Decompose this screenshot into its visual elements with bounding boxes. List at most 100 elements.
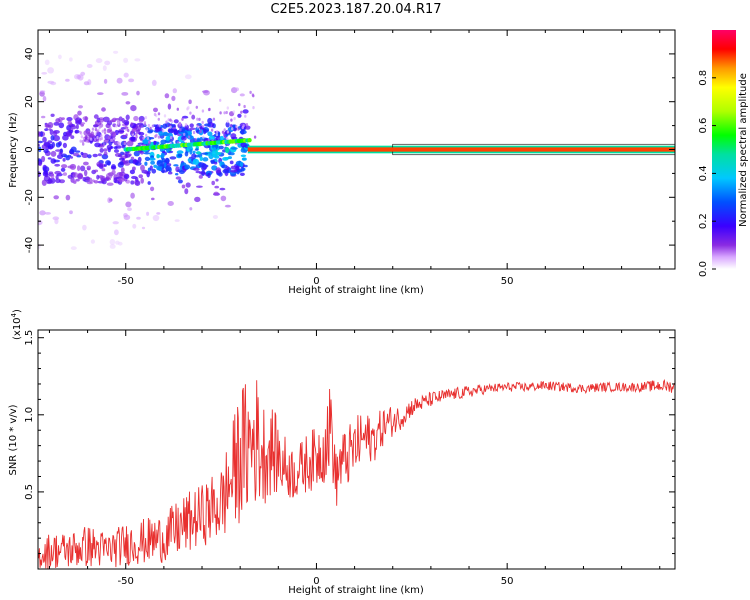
spectrogram-cell — [160, 152, 165, 159]
spectrogram-cell — [157, 135, 161, 139]
spectrogram-cell — [202, 124, 205, 128]
spectrogram-cell — [42, 166, 50, 173]
spectrogram-cell — [216, 130, 219, 134]
snr-y-multiplier-exp: 4 — [10, 312, 18, 317]
spectrogram-cell — [123, 57, 129, 63]
spectrogram-cell — [233, 117, 236, 121]
colorbar-gradient — [712, 30, 736, 269]
snr-y-multiplier-close: ) — [12, 309, 23, 313]
spectrogram-cell — [146, 211, 150, 216]
spectrogram-cell — [192, 150, 196, 154]
spectrogram-cell — [112, 133, 115, 137]
spectrogram-cell — [144, 116, 148, 120]
spectrogram-cell — [80, 165, 86, 172]
spectrogram-cell — [55, 149, 62, 152]
spectrogram-cell — [132, 158, 137, 164]
spectrogram-cell — [107, 136, 111, 140]
spectrogram-cell — [208, 107, 211, 111]
colorbar-tick-label: 0.2 — [698, 213, 709, 229]
spectrogram-cell — [249, 90, 252, 94]
spectrogram-cell — [146, 136, 150, 140]
spectrogram-cell — [215, 167, 222, 174]
spectrogram-cell — [39, 210, 46, 216]
spectrogram-cell — [181, 136, 187, 141]
spectrogram-cell — [61, 117, 65, 120]
spectrogram-cell — [70, 146, 77, 153]
spectrogram-cell — [137, 156, 142, 163]
spectrogram-cell — [103, 78, 108, 84]
spectrogram-cell — [184, 74, 192, 80]
spectrogram-cell — [44, 128, 49, 132]
spectrogram-cell — [133, 115, 139, 122]
spectrogram-cell — [165, 136, 171, 141]
spectrogram-cell — [223, 128, 226, 132]
snr-x-tick-label: -50 — [118, 576, 134, 587]
spectrogram-cell — [240, 148, 246, 153]
spectrogram-cell — [136, 216, 141, 220]
spectrogram-cell — [82, 142, 85, 146]
spectrogram-cell — [204, 123, 211, 127]
snr-frame — [37, 329, 676, 570]
spectrogram-cell — [44, 212, 51, 215]
spectrogram-cell — [189, 123, 194, 128]
spectrogram-cell — [215, 178, 219, 182]
spectrogram-cell — [221, 130, 225, 134]
spectrogram-cell — [41, 115, 46, 119]
spectrogram-cell — [204, 129, 209, 132]
spectrogram-cell — [145, 133, 148, 137]
spectrogram-cell — [223, 111, 226, 115]
snr-panel: -50 0 50 0.5 1.0 1.5 Height of straight line … — [8, 309, 676, 596]
spectrogram-cell — [151, 168, 157, 174]
spectrogram-cell — [96, 174, 100, 180]
spectrogram-y-tick-label: 20 — [24, 95, 35, 108]
spectrogram-cell — [70, 135, 75, 140]
spectrogram-cell — [131, 128, 134, 132]
spectrogram-cell — [202, 135, 205, 139]
spectrogram-cell — [65, 78, 70, 82]
spectrogram-cell — [51, 141, 55, 148]
spectrogram-cell — [125, 101, 131, 105]
spectrogram-cell — [79, 130, 82, 134]
spectrogram-cell — [128, 78, 135, 83]
spectrogram-cell — [84, 116, 88, 123]
spectrogram-cell — [181, 117, 184, 121]
spectrogram-cell — [104, 177, 111, 181]
spectrogram-cell — [38, 160, 43, 167]
spectrogram-cell — [239, 93, 245, 97]
spectrogram-cell — [66, 117, 73, 122]
spectrogram-cell — [116, 172, 123, 178]
spectrogram-cell — [144, 161, 148, 166]
spectrogram-cell — [53, 195, 59, 200]
page-title: C2E5.2023.187.20.04.R17 — [270, 2, 442, 17]
spectrogram-cell — [94, 128, 98, 132]
spectrogram-cell — [211, 150, 216, 156]
spectrogram-cell — [179, 170, 185, 175]
spectrogram-cell — [94, 169, 99, 173]
spectrogram-cell — [161, 167, 165, 174]
spectrogram-cell — [224, 204, 231, 208]
spectrogram-cell — [42, 136, 47, 143]
spectrogram-y-tick-label: 0 — [24, 146, 35, 152]
spectrogram-cell — [70, 179, 78, 183]
spectrogram-cell — [244, 125, 251, 130]
spectrogram-cell — [167, 171, 173, 175]
spectrogram-cell — [115, 118, 120, 121]
spectrogram-cell — [115, 240, 120, 245]
spectrogram-cell — [237, 113, 242, 118]
spectrogram-cell — [142, 138, 149, 145]
spectrogram-cell — [201, 120, 204, 124]
spectrogram-cell — [84, 169, 88, 177]
spectrogram-cell — [145, 128, 149, 132]
spectrogram-cell — [147, 123, 151, 128]
spectrogram-cell — [84, 135, 88, 139]
spectrogram-cell — [82, 177, 86, 182]
spectrogram-cell — [44, 59, 50, 66]
spectrogram-cell — [184, 151, 189, 157]
spectrogram-cell — [187, 106, 190, 110]
spectrogram-cell — [148, 137, 155, 140]
spectrogram-cell — [195, 105, 198, 109]
spectrogram-cell — [177, 179, 183, 184]
spectrogram-cell — [192, 167, 200, 171]
spectrogram-cell — [115, 145, 122, 149]
spectrogram-cell — [177, 153, 183, 157]
